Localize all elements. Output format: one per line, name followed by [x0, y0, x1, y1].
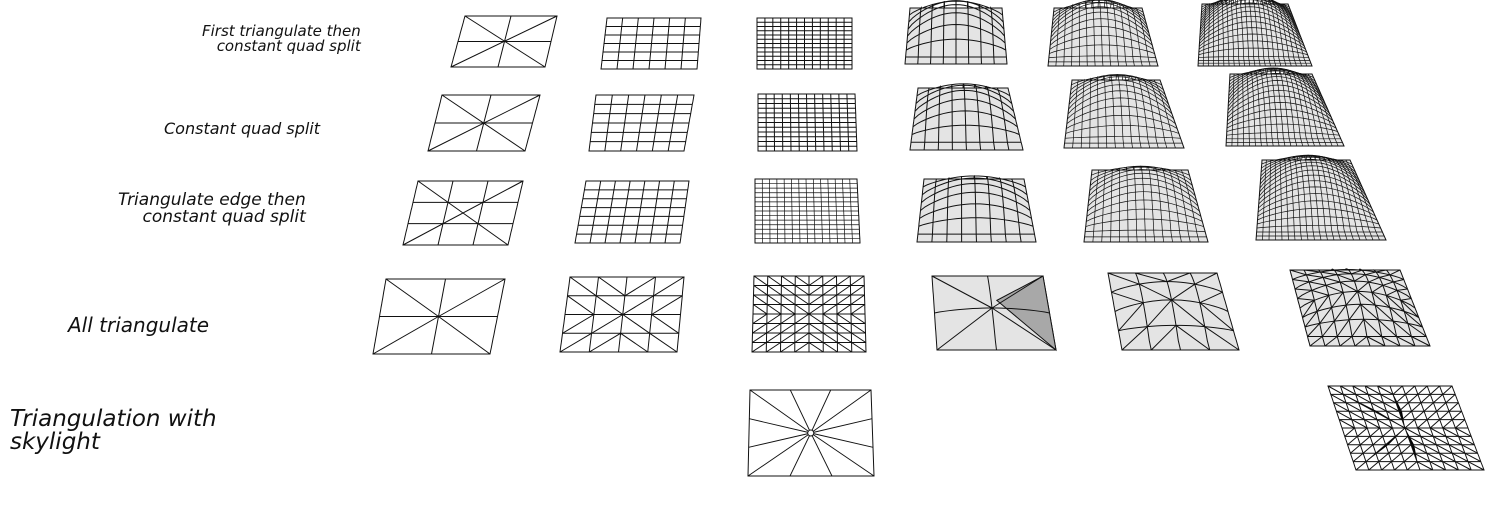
mesh-cell-r1-c2: [758, 94, 857, 151]
row-label-triangulation-skylight: Triangulation with skylight: [10, 408, 217, 454]
mesh-cell-r0-c4: [1048, 0, 1158, 66]
row-label-constant-quad-split: Constant quad split: [164, 121, 320, 137]
mesh-cell-r4-c4: [1328, 386, 1484, 470]
mesh-cell-r0-c2: [757, 18, 852, 69]
mesh-cell-r2-c4: [1084, 166, 1208, 242]
row-label-first-triangulate-quad-split: First triangulate then constant quad spl…: [202, 24, 361, 54]
mesh-cell-r3-c3: [932, 276, 1056, 350]
row-label-triangulate-edge-quad-split: Triangulate edge then constant quad spli…: [118, 192, 306, 226]
mesh-cell-r0-c0: [451, 16, 557, 67]
row-label-all-triangulate: All triangulate: [68, 315, 209, 335]
mesh-cell-r4-c2: [748, 390, 874, 476]
mesh-cell-r3-c2: [752, 276, 866, 352]
mesh-cell-r0-c5: [1198, 0, 1312, 66]
mesh-cell-r3-c1: [560, 277, 684, 352]
mesh-cell-r2-c3: [917, 176, 1036, 242]
mesh-cell-r2-c1: [575, 181, 689, 243]
mesh-cell-r3-c5: [1290, 269, 1430, 346]
mesh-cell-r1-c0: [428, 95, 540, 151]
mesh-cell-r1-c1: [589, 95, 694, 151]
mesh-cell-r3-c0: [373, 279, 505, 354]
mesh-cell-r2-c2: [755, 179, 860, 243]
mesh-cell-r2-c0: [403, 181, 523, 245]
mesh-cell-r1-c5: [1226, 68, 1344, 146]
mesh-cell-r0-c1: [601, 18, 701, 69]
mesh-cell-r0-c3: [905, 0, 1007, 64]
mesh-cell-r1-c4: [1064, 74, 1184, 148]
mesh-cell-r3-c4: [1108, 273, 1239, 350]
mesh-cell-r1-c3: [910, 84, 1023, 150]
mesh-cell-r2-c5: [1256, 155, 1386, 240]
